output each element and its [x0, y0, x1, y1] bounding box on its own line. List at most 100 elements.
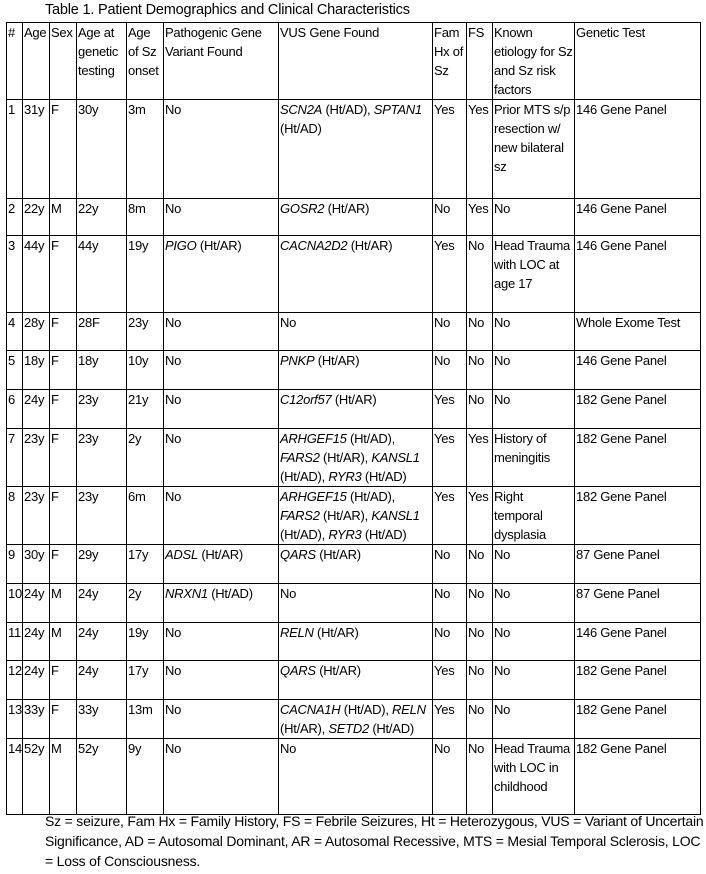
- cell-num: 10: [6, 583, 23, 623]
- cell-age: 24y: [22, 583, 50, 623]
- cell-age-of-onset: 8m: [126, 198, 164, 236]
- table-row: 12 24y F 24y 17y No QARS (Ht/AR) Yes No No 182 Gen…: [6, 660, 701, 700]
- cell-text: No: [165, 431, 182, 446]
- gene-name: RYR3: [328, 469, 362, 484]
- cell-text: (Ht/AD),: [322, 102, 374, 117]
- cell-family-history: Yes: [432, 660, 467, 700]
- cell-known-etiology: Head Trauma with LOC in childhood: [492, 738, 575, 815]
- cell-sex: F: [49, 389, 77, 429]
- gene-name: QARS: [280, 663, 316, 678]
- cell-age-at-testing: 28F: [76, 312, 127, 351]
- cell-febrile-seizures: No: [466, 622, 493, 661]
- cell-genetic-test: 182 Gene Panel: [574, 389, 701, 429]
- cell-febrile-seizures: No: [466, 699, 493, 739]
- cell-num: 9: [6, 544, 23, 584]
- cell-age: 31y: [22, 99, 50, 199]
- cell-text: (Ht/AD): [361, 469, 407, 484]
- cell-num: 4: [6, 312, 23, 351]
- gene-name: ARHGEF15: [280, 431, 347, 446]
- table-row: 5 18y F 18y 10y No PNKP (Ht/AR) No No No 146 Gene …: [6, 350, 701, 390]
- cell-family-history: Yes: [432, 389, 467, 429]
- cell-febrile-seizures: Yes: [466, 99, 493, 199]
- table-row: 1 31y F 30y 3m No SCN2A (Ht/AD), SPTAN1 (Ht/AD…: [6, 99, 701, 199]
- cell-age: 24y: [22, 622, 50, 661]
- cell-num: 12: [6, 660, 23, 700]
- cell-pathogenic-variant: No: [163, 738, 279, 815]
- cell-genetic-test: 182 Gene Panel: [574, 486, 701, 545]
- cell-genetic-test: 87 Gene Panel: [574, 583, 701, 623]
- cell-sex: F: [49, 699, 77, 739]
- cell-age-of-onset: 19y: [126, 622, 164, 661]
- column-header-num: #: [6, 22, 23, 100]
- cell-pathogenic-variant: No: [163, 389, 279, 429]
- gene-name: C12orf57: [280, 392, 332, 407]
- gene-name: CACNA1H: [280, 702, 341, 717]
- cell-known-etiology: Prior MTS s/p resection w/ new bilateral…: [492, 99, 575, 199]
- cell-vus-gene: No: [278, 738, 433, 815]
- cell-sex: F: [49, 660, 77, 700]
- cell-known-etiology: No: [492, 660, 575, 700]
- gene-name: SCN2A: [280, 102, 323, 117]
- cell-age-at-testing: 22y: [76, 198, 127, 236]
- gene-name: CACNA2D2: [280, 238, 348, 253]
- cell-age-at-testing: 24y: [76, 583, 127, 623]
- cell-sex: M: [49, 622, 77, 661]
- cell-text: (Ht/AD),: [340, 702, 393, 717]
- cell-text: No: [165, 392, 182, 407]
- cell-sex: M: [49, 738, 77, 815]
- cell-febrile-seizures: No: [466, 389, 493, 429]
- table-row: 10 24y M 24y 2y NRXN1 (Ht/AD) No No No No 87 Gene …: [6, 583, 701, 623]
- cell-known-etiology: No: [492, 389, 575, 429]
- cell-vus-gene: PNKP (Ht/AR): [278, 350, 433, 390]
- cell-text: (Ht/AR): [197, 547, 243, 562]
- cell-age-of-onset: 3m: [126, 99, 164, 199]
- cell-text: (Ht/AR),: [319, 450, 372, 465]
- cell-text: (Ht/AD): [280, 121, 322, 136]
- gene-name: PNKP: [280, 353, 315, 368]
- cell-genetic-test: 146 Gene Panel: [574, 99, 701, 199]
- cell-genetic-test: 182 Gene Panel: [574, 660, 701, 700]
- cell-text: (Ht/AD),: [280, 527, 329, 542]
- cell-text: No: [165, 663, 182, 678]
- cell-family-history: No: [432, 350, 467, 390]
- cell-age-of-onset: 17y: [126, 544, 164, 584]
- cell-family-history: Yes: [432, 99, 467, 199]
- cell-text: (Ht/AR): [331, 392, 377, 407]
- cell-age-at-testing: 18y: [76, 350, 127, 390]
- cell-age-of-onset: 2y: [126, 583, 164, 623]
- table-row: 8 23y F 23y 6m No ARHGEF15 (Ht/AD), FARS2 (Ht/…: [6, 486, 701, 545]
- cell-genetic-test: 182 Gene Panel: [574, 428, 701, 487]
- cell-text: (Ht/AR),: [319, 508, 372, 523]
- cell-family-history: No: [432, 622, 467, 661]
- cell-febrile-seizures: No: [466, 583, 493, 623]
- table-row: 4 28y F 28F 23y No No No No No Whole Exome Test: [6, 312, 701, 351]
- cell-known-etiology: No: [492, 350, 575, 390]
- cell-pathogenic-variant: No: [163, 312, 279, 351]
- column-header-genetic-test: Genetic Test: [574, 22, 701, 100]
- column-header-febrile-seizures: FS: [466, 22, 493, 100]
- cell-text: No: [280, 315, 297, 330]
- cell-text: (Ht/AR): [324, 201, 370, 216]
- cell-age-at-testing: 23y: [76, 389, 127, 429]
- cell-age-of-onset: 19y: [126, 235, 164, 313]
- cell-text: No: [165, 201, 182, 216]
- patient-demographics-table: # Age Sex Age at genetic testing Age of Sz o…: [6, 22, 701, 815]
- cell-num: 13: [6, 699, 23, 739]
- cell-num: 7: [6, 428, 23, 487]
- cell-known-etiology: Right temporal dysplasia: [492, 486, 575, 545]
- cell-pathogenic-variant: PIGO (Ht/AR): [163, 235, 279, 313]
- cell-known-etiology: No: [492, 312, 575, 351]
- cell-num: 11: [6, 622, 23, 661]
- cell-pathogenic-variant: No: [163, 428, 279, 487]
- cell-genetic-test: 146 Gene Panel: [574, 350, 701, 390]
- gene-name: KANSL1: [371, 508, 420, 523]
- cell-num: 6: [6, 389, 23, 429]
- cell-age-of-onset: 13m: [126, 699, 164, 739]
- cell-age-at-testing: 30y: [76, 99, 127, 199]
- cell-pathogenic-variant: No: [163, 660, 279, 700]
- cell-known-etiology: No: [492, 699, 575, 739]
- gene-name: FARS2: [280, 508, 320, 523]
- column-header-age: Age: [22, 22, 50, 100]
- cell-age: 33y: [22, 699, 50, 739]
- cell-num: 5: [6, 350, 23, 390]
